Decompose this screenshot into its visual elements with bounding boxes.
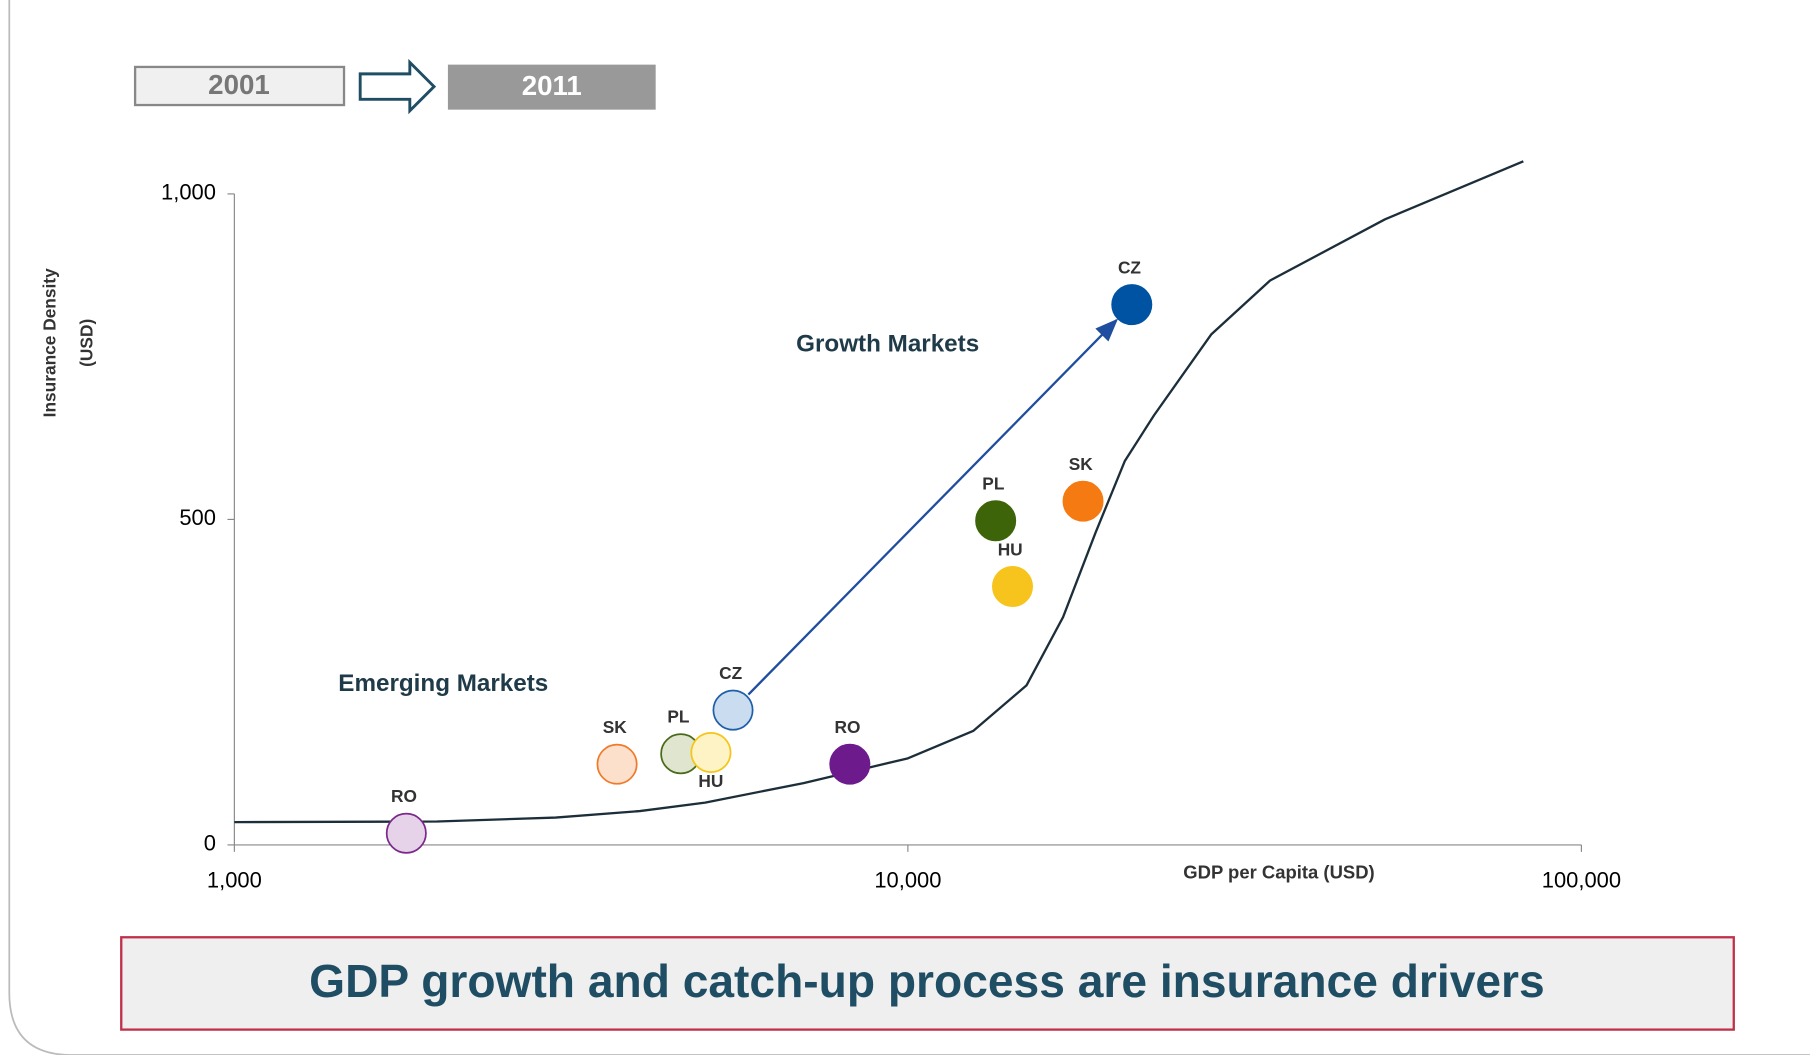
data-point <box>829 743 871 785</box>
legend-arrow <box>358 58 437 115</box>
trend-curve <box>234 160 1524 824</box>
point-label: HU <box>698 771 723 791</box>
legend-box-2011 <box>447 64 656 110</box>
data-point <box>1062 480 1104 522</box>
point-label: RO <box>835 717 861 737</box>
y-axis-label: Insurance Density <box>39 268 59 417</box>
point-label: PL <box>667 707 690 727</box>
x-tick-label: 100,000 <box>1542 868 1621 893</box>
point-label: RO <box>391 786 417 806</box>
frame <box>8 0 1810 1055</box>
point-label: HU <box>998 539 1023 559</box>
x-tick-label: 1,000 <box>207 868 262 893</box>
y-tick-label: 1,000 <box>161 180 216 205</box>
x-tick-label: 10,000 <box>874 868 941 893</box>
annotation: Growth Markets <box>796 331 979 358</box>
x-axis-label: GDP per Capita (USD) <box>1183 862 1374 883</box>
banner-text: GDP growth and catch-up process are insu… <box>309 955 1545 1007</box>
legend-label: 2011 <box>522 70 582 101</box>
data-point <box>712 689 754 731</box>
data-point <box>1111 284 1153 326</box>
legend-box-2001 <box>133 65 346 107</box>
legend-label: 2001 <box>208 69 270 100</box>
data-point <box>690 731 732 773</box>
y-axis-label: (USD) <box>76 319 96 367</box>
annotation: Emerging Markets <box>338 670 548 697</box>
data-point <box>385 812 427 854</box>
point-label: CZ <box>1118 257 1141 277</box>
point-label: PL <box>982 474 1005 494</box>
y-tick-label: 500 <box>179 505 216 530</box>
y-tick-label: 0 <box>204 831 216 856</box>
data-point <box>596 743 638 785</box>
banner-box <box>120 936 1735 1031</box>
data-point <box>975 500 1017 542</box>
point-label: SK <box>1069 454 1094 474</box>
point-label: CZ <box>719 663 742 683</box>
data-point <box>992 565 1033 607</box>
growth-arrow <box>747 318 1119 696</box>
point-label: SK <box>603 717 628 737</box>
